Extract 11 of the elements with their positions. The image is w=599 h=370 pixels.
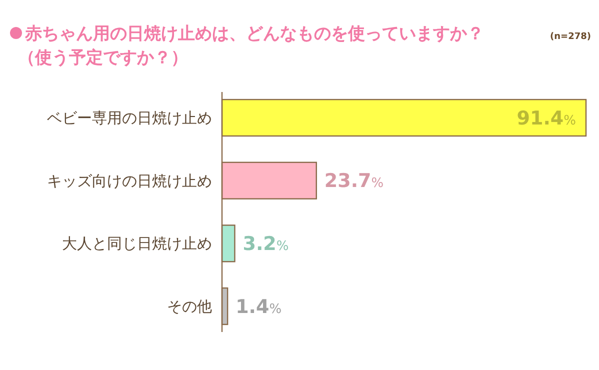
y-tick-label: その他 xyxy=(167,297,212,316)
y-tick-label: ベビー専用の日焼け止め xyxy=(47,109,212,128)
text: (n=278) xyxy=(550,32,591,42)
data-label: 23.7% xyxy=(324,170,384,192)
y-tick-label: キッズ向けの日焼け止め xyxy=(47,172,212,190)
chart-subtitle: （使う予定ですか？） xyxy=(18,48,188,68)
data-label: 3.2% xyxy=(242,233,289,256)
chart-title: 赤ちゃん用の日焼け止めは、どんなものを使っていますか？ xyxy=(24,24,484,44)
data-label: 91.4% xyxy=(516,107,576,130)
y-tick-label: 大人と同じ日焼け止め xyxy=(62,234,212,253)
data-label: 1.4% xyxy=(236,296,282,318)
